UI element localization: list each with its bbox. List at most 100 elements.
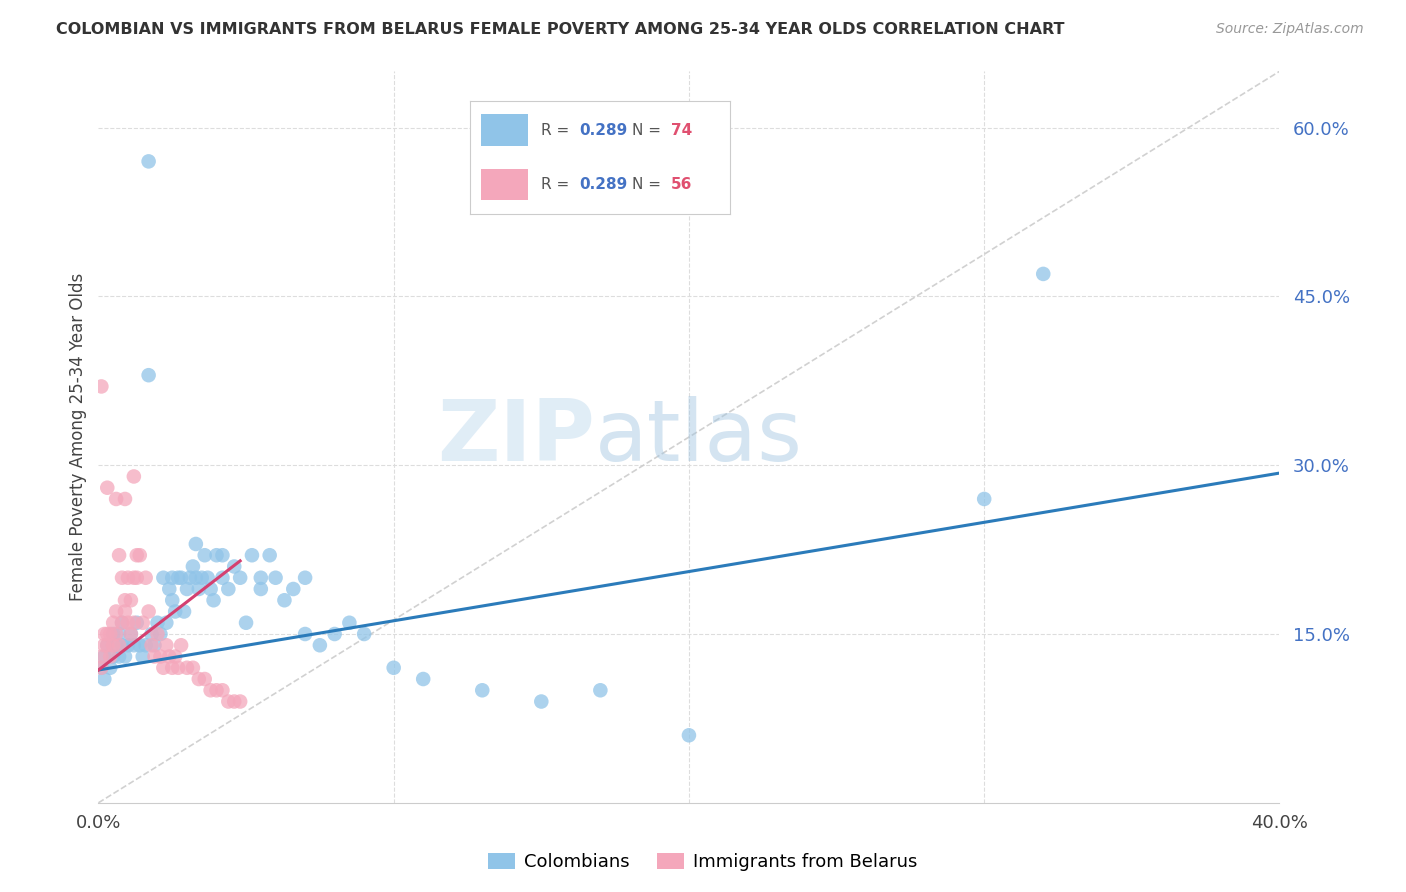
Point xyxy=(117,571,139,585)
Point xyxy=(114,491,136,506)
Point xyxy=(167,661,190,675)
Point xyxy=(165,649,187,664)
Point xyxy=(205,683,228,698)
Point xyxy=(200,582,222,596)
Point xyxy=(138,605,160,619)
Point xyxy=(105,605,128,619)
Point xyxy=(152,661,174,675)
Text: COLOMBIAN VS IMMIGRANTS FROM BELARUS FEMALE POVERTY AMONG 25-34 YEAR OLDS CORREL: COLOMBIAN VS IMMIGRANTS FROM BELARUS FEM… xyxy=(56,22,1064,37)
Point xyxy=(191,571,214,585)
Point xyxy=(146,615,169,630)
Point xyxy=(138,154,160,169)
Point xyxy=(117,615,139,630)
Point xyxy=(105,491,128,506)
Point xyxy=(143,649,166,664)
Point xyxy=(224,694,246,708)
Point xyxy=(264,571,287,585)
Point xyxy=(162,593,183,607)
Point xyxy=(170,638,193,652)
Point xyxy=(224,559,246,574)
Point xyxy=(135,571,157,585)
Point xyxy=(162,661,183,675)
Point xyxy=(98,661,121,675)
Point xyxy=(678,728,700,742)
Point xyxy=(149,627,172,641)
Point xyxy=(96,627,118,641)
Point xyxy=(120,627,142,641)
Point xyxy=(132,615,155,630)
Legend: Colombians, Immigrants from Belarus: Colombians, Immigrants from Belarus xyxy=(481,846,925,879)
Point xyxy=(294,627,316,641)
Point xyxy=(187,672,209,686)
Point xyxy=(155,615,177,630)
Point xyxy=(141,627,163,641)
Point xyxy=(187,582,209,596)
Point xyxy=(309,638,332,652)
Point xyxy=(122,571,145,585)
Point xyxy=(114,593,136,607)
Point xyxy=(530,694,553,708)
Point xyxy=(141,638,163,652)
Point xyxy=(132,649,155,664)
Point xyxy=(240,548,263,562)
Point xyxy=(111,571,134,585)
Point xyxy=(176,661,198,675)
Point xyxy=(149,649,172,664)
Point xyxy=(103,638,125,652)
Point xyxy=(157,582,180,596)
Point xyxy=(146,627,169,641)
Point xyxy=(170,571,193,585)
Point xyxy=(125,548,148,562)
Point xyxy=(250,582,273,596)
Point xyxy=(229,571,252,585)
Point xyxy=(98,627,121,641)
Point xyxy=(93,672,115,686)
Point xyxy=(103,649,125,664)
Point xyxy=(200,683,222,698)
Y-axis label: Female Poverty Among 25-34 Year Olds: Female Poverty Among 25-34 Year Olds xyxy=(69,273,87,601)
Point xyxy=(157,649,180,664)
Point xyxy=(181,559,204,574)
Point xyxy=(202,593,225,607)
Point xyxy=(184,571,207,585)
Point xyxy=(93,649,115,664)
Text: atlas: atlas xyxy=(595,395,803,479)
Point xyxy=(138,368,160,383)
Point xyxy=(250,571,273,585)
Point xyxy=(105,627,128,641)
Point xyxy=(125,615,148,630)
Point xyxy=(1032,267,1054,281)
Point xyxy=(211,683,233,698)
Point xyxy=(205,548,228,562)
Point xyxy=(181,661,204,675)
Point xyxy=(114,649,136,664)
Point xyxy=(117,638,139,652)
Point xyxy=(184,537,207,551)
Point xyxy=(108,649,131,664)
Point xyxy=(135,638,157,652)
Point xyxy=(217,582,239,596)
Point xyxy=(273,593,295,607)
Point xyxy=(353,627,375,641)
Point xyxy=(173,605,195,619)
Text: ZIP: ZIP xyxy=(437,395,595,479)
Point xyxy=(120,593,142,607)
Point xyxy=(471,683,494,698)
Point xyxy=(90,649,112,664)
Point xyxy=(111,638,134,652)
Point xyxy=(108,627,131,641)
Point xyxy=(90,661,112,675)
Point xyxy=(162,571,183,585)
Point xyxy=(339,615,360,630)
Point xyxy=(217,694,239,708)
Point xyxy=(179,571,201,585)
Point xyxy=(125,571,148,585)
Point xyxy=(167,571,190,585)
Point xyxy=(382,661,405,675)
Point xyxy=(194,548,217,562)
Point xyxy=(973,491,995,506)
Point xyxy=(323,627,346,641)
Point xyxy=(111,615,134,630)
Point xyxy=(93,638,115,652)
Point xyxy=(114,605,136,619)
